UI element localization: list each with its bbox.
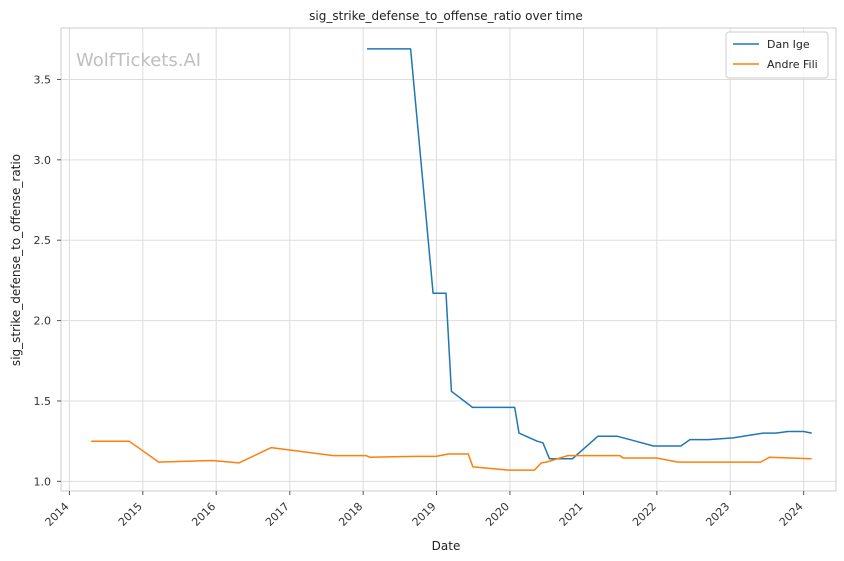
y-axis: 1.0 1.5 2.0 2.5 3.0 3.5 [34,73,61,488]
series-line-1 [91,440,812,471]
grid [61,28,836,491]
plot-area [60,27,837,492]
watermark: WolfTickets.AI [76,50,201,71]
y-tick-label: 3.0 [34,154,52,167]
x-axis-title: Date [432,539,461,553]
legend-label: Dan Ige [767,38,810,51]
y-tick-label: 1.5 [34,395,52,408]
chart-title: sig_strike_defense_to_offense_ratio over… [309,9,583,23]
y-axis-title: sig_strike_defense_to_offense_ratio [9,154,23,366]
y-tick-label: 1.0 [34,475,52,488]
y-tick-label: 2.5 [34,234,52,247]
series-lines [91,48,812,471]
y-tick-label: 2.0 [34,315,52,328]
legend: Dan Ige Andre Fili [725,31,829,79]
series-line-0 [367,48,812,460]
legend-label: Andre Fili [767,58,818,71]
y-tick-label: 3.5 [34,73,52,86]
